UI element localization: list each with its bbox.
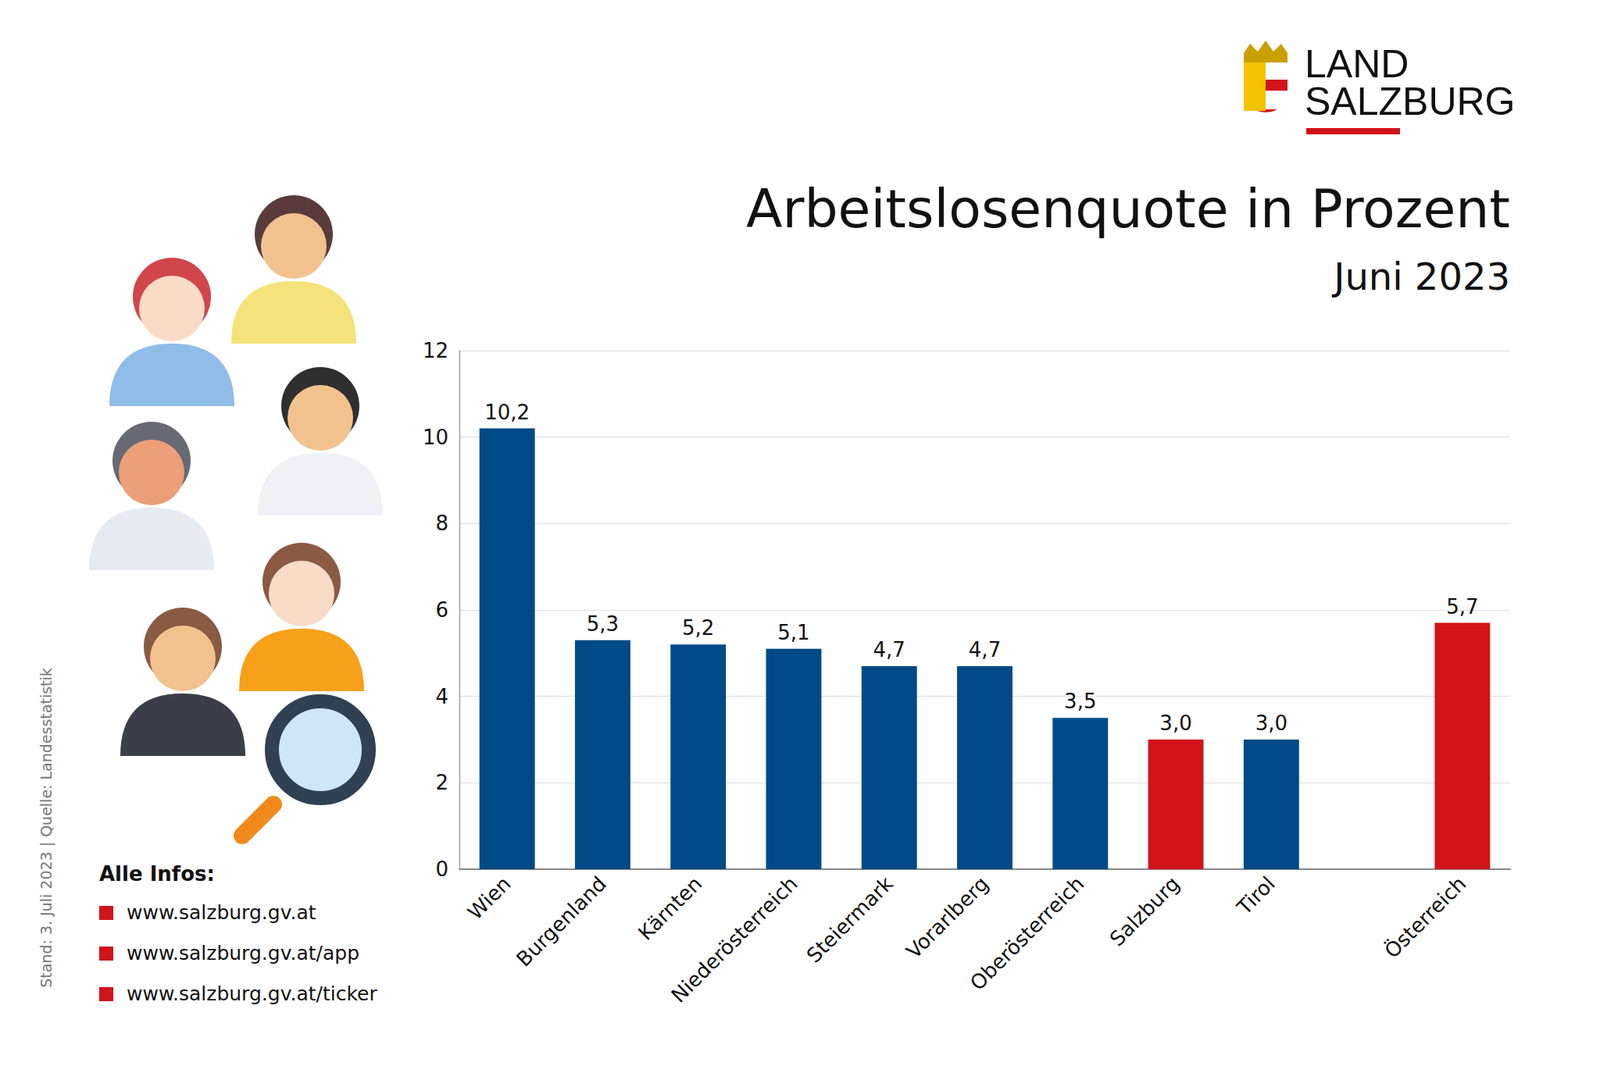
svg-text:5,2: 5,2: [682, 616, 715, 640]
svg-text:Kärnten: Kärnten: [633, 871, 707, 945]
svg-text:0: 0: [435, 857, 449, 882]
html-text:www.salzburg.gv.at: www.salzburg.gv.at: [126, 901, 317, 925]
html-text:LAND: LAND: [1304, 42, 1409, 86]
svg-text:3,5: 3,5: [1064, 689, 1097, 714]
html-text:Juni 2023: Juni 2023: [1333, 254, 1511, 299]
svg-text:4,7: 4,7: [873, 638, 906, 662]
svg-text:5,7: 5,7: [1446, 595, 1479, 619]
svg-text:6: 6: [435, 598, 449, 622]
svg-text:5,3: 5,3: [586, 612, 619, 636]
svg-text:Oberösterreich: Oberösterreich: [965, 871, 1090, 996]
svg-text:4,7: 4,7: [968, 638, 1001, 662]
html-text:Stand: 3. Juli 2023 | Quelle:: Stand: 3. Juli 2023 | Quelle: Landesstat…: [37, 668, 55, 989]
svg-text:Tirol: Tirol: [1232, 871, 1280, 920]
svg-text:Niederösterreich: Niederösterreich: [666, 871, 802, 1008]
svg-text:3,0: 3,0: [1159, 711, 1192, 736]
svg-text:Österreich: Österreich: [1378, 871, 1471, 964]
svg-text:Wien: Wien: [463, 871, 516, 925]
svg-text:Salzburg: Salzburg: [1105, 871, 1185, 951]
svg-text:2: 2: [435, 771, 449, 795]
svg-text:10,2: 10,2: [484, 400, 530, 425]
html-text:Alle Infos:: Alle Infos:: [99, 862, 215, 886]
svg-text:Vorarlberg: Vorarlberg: [901, 871, 993, 964]
html-text:www.salzburg.gv.at/app: www.salzburg.gv.at/app: [126, 942, 360, 965]
svg-text:12: 12: [422, 339, 449, 363]
html-text:SALZBURG: SALZBURG: [1304, 79, 1516, 124]
svg-text:3,0: 3,0: [1255, 711, 1288, 736]
svg-text:Steiermark: Steiermark: [801, 871, 897, 968]
svg-text:8: 8: [435, 511, 449, 536]
svg-text:4: 4: [435, 685, 449, 709]
svg-text:10: 10: [422, 425, 449, 450]
html-text:Arbeitslosenquote in Prozent: Arbeitslosenquote in Prozent: [746, 178, 1511, 240]
svg-text:Burgenland: Burgenland: [511, 871, 611, 972]
svg-text:5,1: 5,1: [777, 621, 810, 645]
html-text:www.salzburg.gv.at/ticker: www.salzburg.gv.at/ticker: [126, 982, 378, 1006]
